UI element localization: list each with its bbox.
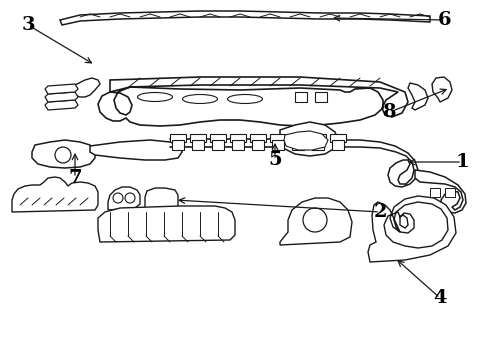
Polygon shape [45, 100, 78, 110]
Text: 6: 6 [438, 11, 452, 29]
Polygon shape [330, 134, 346, 142]
Polygon shape [295, 92, 307, 102]
Polygon shape [145, 188, 178, 212]
Polygon shape [60, 11, 430, 25]
Polygon shape [445, 188, 455, 197]
Polygon shape [230, 134, 246, 142]
Ellipse shape [182, 95, 218, 104]
Text: 4: 4 [433, 289, 447, 307]
Polygon shape [315, 92, 327, 102]
Polygon shape [12, 177, 98, 212]
Polygon shape [430, 188, 440, 197]
Polygon shape [62, 78, 100, 97]
Text: 8: 8 [383, 103, 397, 121]
Polygon shape [310, 134, 326, 142]
Polygon shape [108, 187, 140, 210]
Polygon shape [210, 134, 226, 142]
Circle shape [303, 208, 327, 232]
Polygon shape [272, 140, 284, 150]
Polygon shape [280, 198, 352, 245]
Polygon shape [270, 134, 286, 142]
Polygon shape [332, 140, 344, 150]
Text: 2: 2 [373, 203, 387, 221]
Polygon shape [312, 140, 324, 150]
Circle shape [125, 193, 135, 203]
Polygon shape [338, 140, 418, 187]
Polygon shape [170, 134, 186, 142]
Polygon shape [432, 77, 452, 102]
Polygon shape [172, 140, 184, 150]
Polygon shape [252, 140, 264, 150]
Polygon shape [90, 140, 182, 160]
Polygon shape [32, 140, 95, 168]
Text: 5: 5 [268, 151, 282, 169]
Polygon shape [190, 134, 206, 142]
Ellipse shape [227, 95, 263, 104]
Polygon shape [284, 131, 328, 150]
Polygon shape [45, 92, 78, 102]
Polygon shape [292, 140, 304, 150]
Text: 7: 7 [68, 169, 82, 187]
Circle shape [55, 147, 71, 163]
Polygon shape [212, 140, 224, 150]
Ellipse shape [138, 93, 172, 102]
Polygon shape [98, 206, 235, 242]
Polygon shape [280, 122, 338, 156]
Polygon shape [368, 196, 456, 262]
Text: 3: 3 [21, 16, 35, 34]
Text: 1: 1 [455, 153, 469, 171]
Polygon shape [415, 170, 466, 213]
Circle shape [113, 193, 123, 203]
Polygon shape [45, 84, 78, 94]
Polygon shape [192, 140, 204, 150]
Polygon shape [290, 134, 306, 142]
Polygon shape [98, 77, 408, 126]
Polygon shape [408, 83, 428, 110]
Polygon shape [250, 134, 266, 142]
Polygon shape [232, 140, 244, 150]
